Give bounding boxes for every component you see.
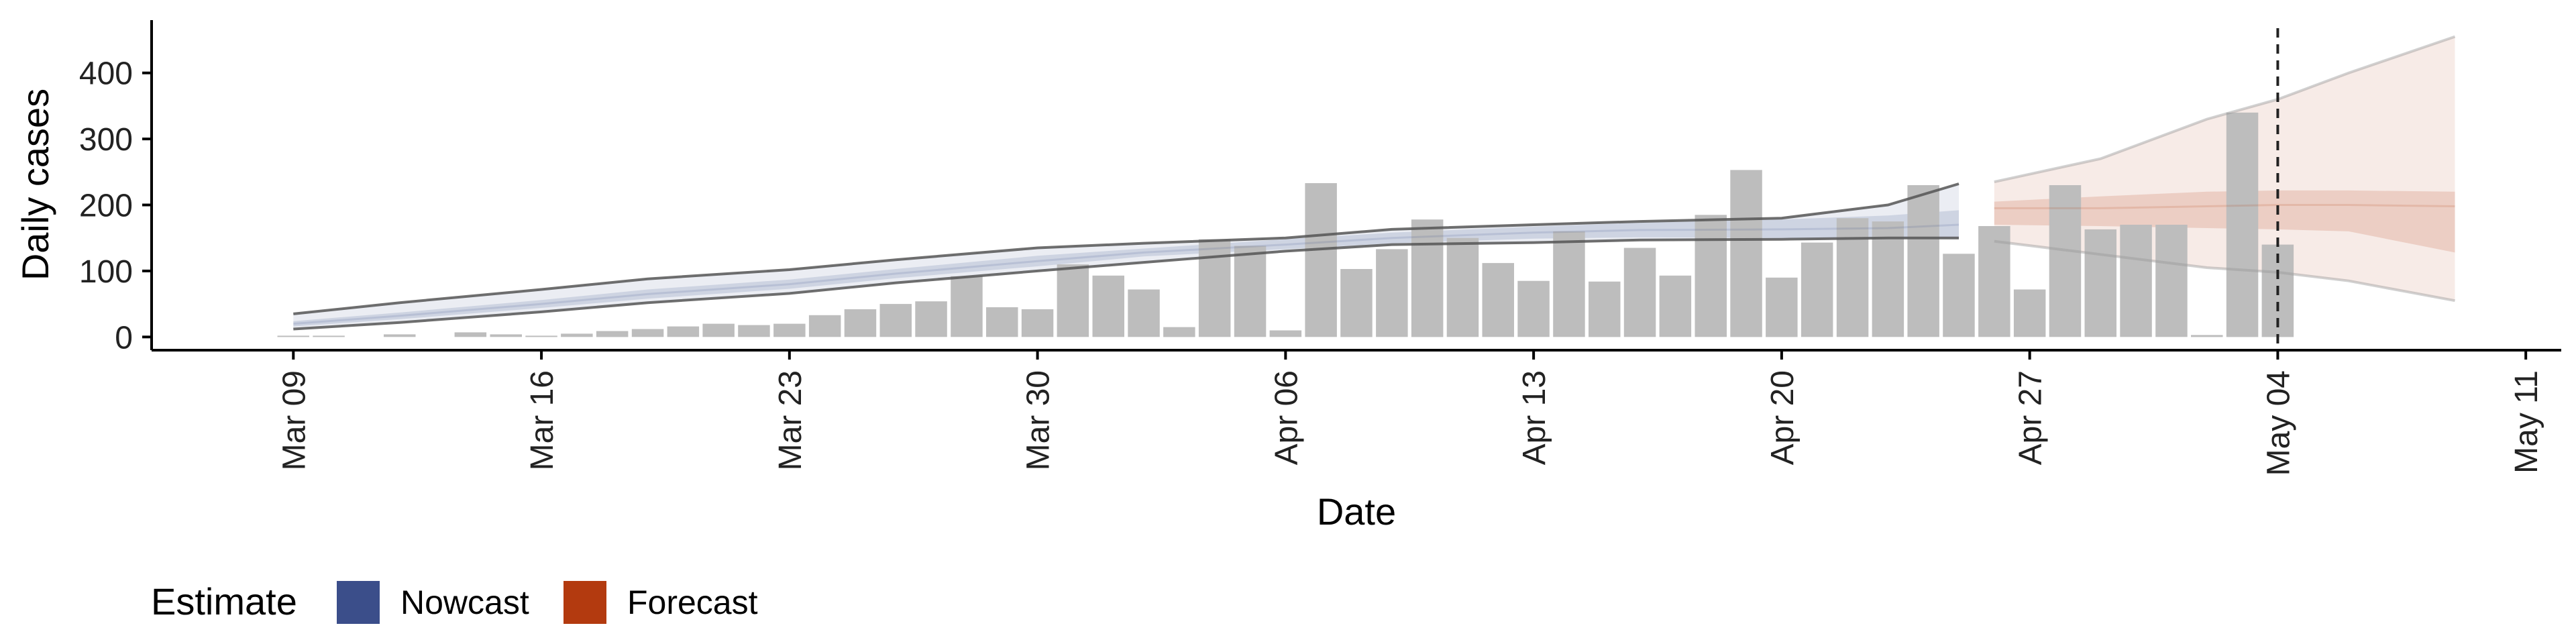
x-tick-label: May 04: [2261, 370, 2296, 476]
nowcast-median-line: [293, 223, 1960, 325]
bar: [384, 334, 416, 337]
x-tick-label: Mar 09: [276, 370, 312, 470]
legend-title: Estimate: [151, 580, 297, 623]
x-tick-label: Apr 27: [2013, 370, 2049, 465]
bar: [1553, 231, 1585, 337]
bar: [1482, 263, 1514, 337]
x-tick-label: Mar 30: [1021, 370, 1057, 470]
bar: [2155, 225, 2188, 337]
y-tick-label: 300: [79, 122, 133, 158]
x-tick-label: May 11: [2509, 370, 2544, 474]
bar: [2191, 335, 2223, 337]
bar: [1943, 254, 1975, 337]
bar: [631, 329, 664, 337]
nowcast-lower-line: [293, 236, 1959, 331]
bar: [1021, 309, 1054, 337]
forecast-upper-line: [1994, 35, 2456, 184]
bar: [879, 304, 912, 337]
bar: [561, 333, 593, 337]
bar: [2226, 112, 2259, 337]
bar: [1163, 327, 1195, 337]
nowcast-band-50: [293, 210, 1959, 327]
bar: [702, 323, 735, 337]
bar: [1589, 281, 1621, 337]
legend-swatch-forecast: [564, 581, 606, 624]
bar: [1198, 239, 1231, 337]
bar: [2013, 289, 2046, 337]
forecast-median-line: [1994, 204, 2455, 209]
estimate-lines: [293, 35, 2456, 331]
bar: [1801, 242, 1833, 337]
bar: [1305, 183, 1337, 337]
bar: [1234, 246, 1267, 337]
legend-label-nowcast: Nowcast: [400, 584, 529, 621]
bar: [773, 323, 806, 337]
bar: [1411, 219, 1444, 337]
legend-label-forecast: Forecast: [627, 584, 758, 621]
bar: [1376, 249, 1408, 337]
y-tick-label: 200: [79, 189, 133, 224]
y-tick-label: 100: [79, 254, 133, 290]
bar: [1269, 330, 1302, 337]
legend-swatch-nowcast: [337, 581, 380, 624]
bar: [1872, 221, 1904, 337]
x-tick-label: Apr 13: [1517, 370, 1552, 465]
x-tick-label: Apr 06: [1269, 370, 1304, 465]
x-tick-label: Apr 20: [1765, 370, 1801, 465]
bar: [808, 315, 841, 337]
x-axis-title: Date: [1317, 490, 1396, 533]
bar: [915, 301, 947, 337]
x-axis-ticks: Mar 09 Mar 16 Mar 23 Mar 30 Apr 06 Apr 13 Apr …: [276, 350, 2544, 476]
bar: [1766, 277, 1798, 337]
bar: [1659, 275, 1692, 337]
bar-series: [277, 112, 2294, 337]
bar: [951, 276, 983, 337]
bar: [277, 335, 309, 337]
bar: [1517, 280, 1550, 337]
x-tick-label: Mar 16: [525, 370, 560, 470]
y-axis-title: Daily cases: [14, 89, 56, 280]
forecast-lower-line: [1994, 239, 2455, 303]
y-tick-label: 0: [115, 320, 133, 356]
bar: [525, 335, 557, 337]
axes: 0 100 200 300 400 Mar 09 Mar 16 Mar 23 Mar 30 Ap…: [79, 20, 2561, 476]
bar: [1907, 185, 1939, 337]
nowcast-band-90: [293, 184, 1959, 329]
bar: [1092, 275, 1124, 337]
bar: [2120, 225, 2152, 337]
bar: [1446, 237, 1479, 337]
bar: [844, 309, 877, 337]
bar: [1978, 226, 2010, 337]
bar: [596, 331, 629, 337]
bar: [986, 307, 1018, 337]
legend: Estimate Nowcast Forecast: [151, 580, 758, 624]
bar: [738, 325, 770, 337]
nowcast-upper-line: [293, 182, 1960, 315]
bar: [1340, 269, 1373, 337]
bar: [1057, 264, 1089, 337]
y-axis-ticks: 0 100 200 300 400: [79, 56, 152, 356]
bar: [1695, 215, 1727, 337]
bar: [1836, 218, 1869, 337]
forecast-band-50: [1994, 190, 2455, 253]
bar: [1128, 289, 1160, 337]
bar: [490, 334, 522, 337]
bar: [454, 332, 487, 337]
bar: [1623, 248, 1656, 337]
bar: [1730, 170, 1762, 337]
bar: [667, 326, 700, 337]
bar: [313, 335, 345, 337]
x-tick-label: Mar 23: [773, 370, 808, 470]
y-tick-label: 400: [79, 56, 133, 92]
bar: [2084, 229, 2116, 337]
bar: [2049, 185, 2082, 337]
